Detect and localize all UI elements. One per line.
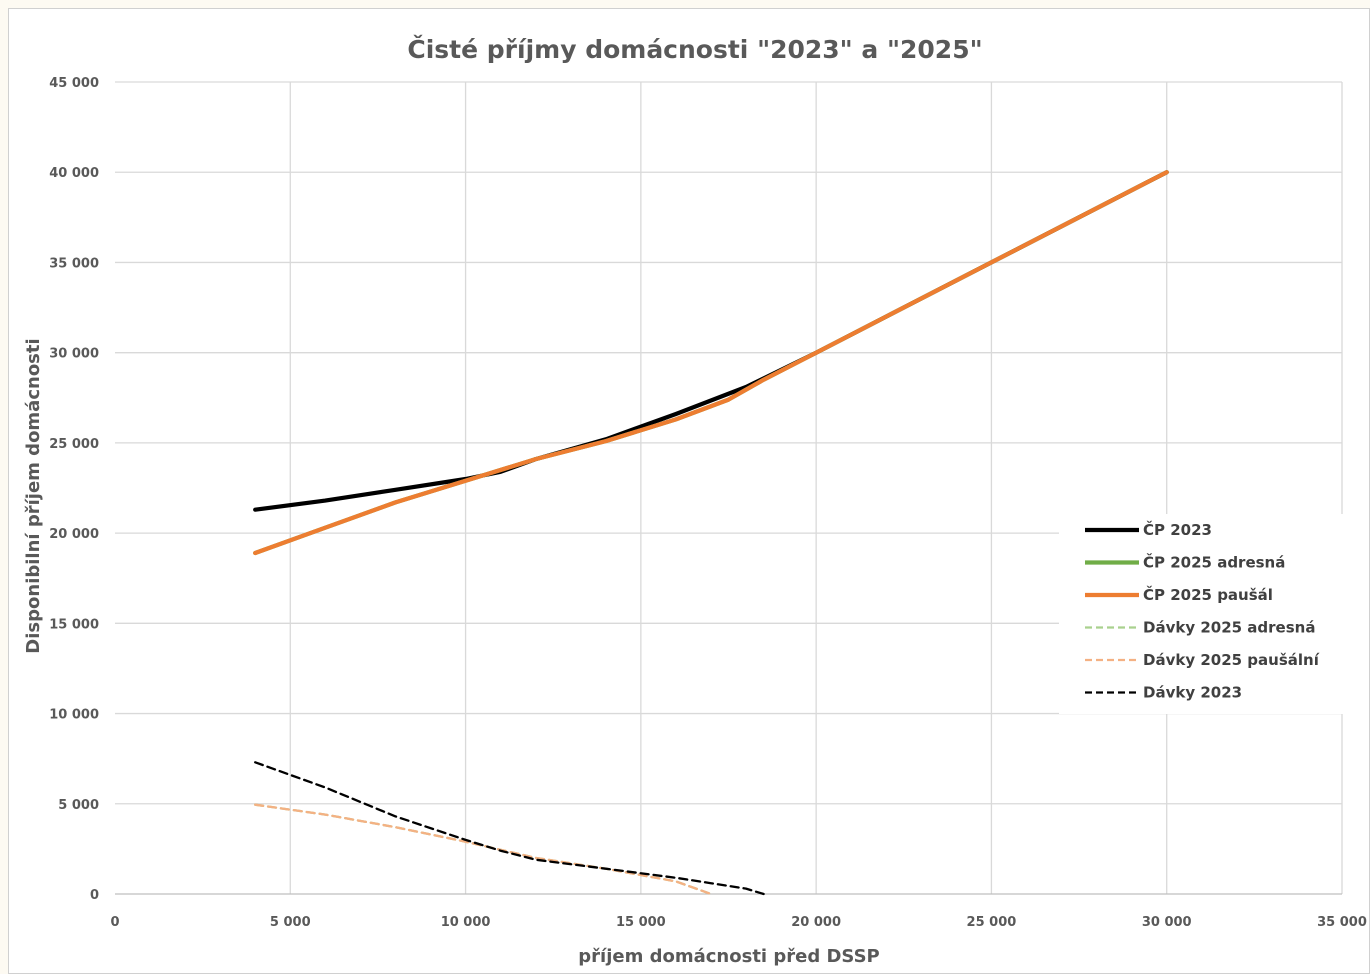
x-tick-label: 25 000: [967, 915, 1017, 930]
series-line-cp-2023: [253, 170, 1169, 512]
series-line-davky-2025-adresna: [254, 803, 713, 896]
y-tick-label: 10 000: [49, 708, 99, 723]
y-tick-label: 5 000: [58, 798, 99, 813]
x-tick-label: 30 000: [1142, 915, 1192, 930]
chart-frame: Čisté příjmy domácnosti "2023" a "2025" …: [8, 8, 1370, 974]
series-line-cp-2025-pausal: [253, 170, 1169, 556]
y-tick-label: 45 000: [49, 76, 99, 91]
x-tick-label: 0: [110, 915, 119, 930]
y-tick-label: 25 000: [49, 437, 99, 452]
legend-label: Dávky 2023: [1143, 684, 1242, 702]
x-axis-tick-labels: 0 5 000 10 000 15 000 20 000 25 000 30 000 35 0…: [110, 915, 1366, 930]
series-line-davky-2023: [254, 761, 765, 896]
y-axis-title: Disponibilní příjem domácnosti: [23, 338, 44, 653]
x-axis-title: příjem domácnosti před DSSP: [578, 946, 879, 967]
y-tick-label: 15 000: [49, 617, 99, 632]
x-tick-label: 35 000: [1317, 915, 1367, 930]
x-tick-label: 5 000: [270, 915, 311, 930]
legend-label: Dávky 2025 adresná: [1143, 619, 1315, 637]
series-line-davky-2025-pausalni: [254, 803, 713, 896]
y-tick-label: 30 000: [49, 347, 99, 362]
y-tick-label: 0: [90, 888, 99, 903]
legend-label: ČP 2023: [1143, 520, 1212, 539]
series-lines: [253, 170, 1169, 896]
line-chart: Čisté příjmy domácnosti "2023" a "2025" …: [23, 34, 1367, 967]
y-axis-tick-labels: 0 5 000 10 000 15 000 20 000 25 000 30 000 35 0…: [49, 76, 99, 903]
x-tick-label: 15 000: [616, 915, 666, 930]
x-tick-label: 10 000: [441, 915, 491, 930]
y-tick-label: 35 000: [49, 256, 99, 271]
legend: ČP 2023 ČP 2025 adresná ČP 2025 paušál Dávk…: [1085, 520, 1320, 702]
y-tick-label: 20 000: [49, 527, 99, 542]
series-line-cp-2025-adresna: [253, 170, 1169, 556]
y-tick-label: 40 000: [49, 166, 99, 181]
legend-label: ČP 2025 paušál: [1143, 585, 1273, 604]
x-tick-label: 20 000: [791, 915, 841, 930]
legend-label: ČP 2025 adresná: [1143, 553, 1285, 572]
legend-label: Dávky 2025 paušální: [1143, 651, 1320, 669]
legend-background: [1059, 514, 1359, 714]
chart-title: Čisté příjmy domácnosti "2023" a "2025": [407, 34, 982, 64]
grid-lines: [115, 81, 1343, 894]
